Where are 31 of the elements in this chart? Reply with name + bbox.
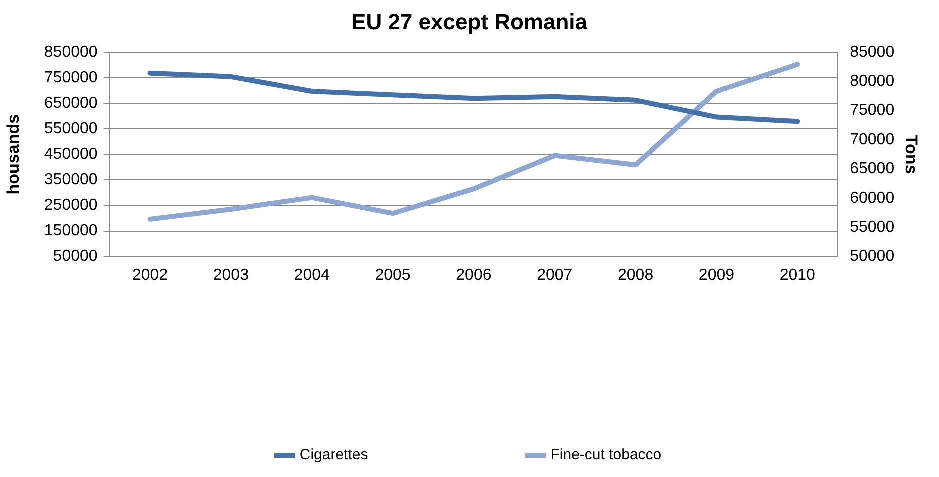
y2-tick-label: 70000	[850, 131, 895, 148]
x-tick-label: 2005	[375, 266, 411, 284]
x-tick-label: 2006	[456, 266, 492, 284]
y-tick-label: 250000	[44, 197, 98, 214]
y-tick-label: 550000	[44, 120, 98, 138]
x-tick-label: 2010	[780, 266, 816, 284]
y2-tick-label: 60000	[850, 190, 895, 207]
x-tick-label: 2003	[213, 266, 250, 284]
x-tick-label: 2002	[132, 266, 168, 284]
legend-label: Fine-cut tobacco	[550, 446, 662, 464]
y2-tick-label: 80000	[850, 73, 895, 90]
legend-label: Cigarettes	[300, 446, 368, 464]
y-axis-title: housands	[4, 114, 23, 195]
chart-title: EU 27 except Romania	[352, 9, 588, 34]
x-tick-label: 2008	[618, 266, 654, 284]
y2-tick-label: 65000	[850, 160, 895, 178]
y2-tick-label: 55000	[850, 219, 895, 236]
y-tick-label: 650000	[44, 94, 98, 112]
x-tick-label: 2004	[294, 266, 330, 284]
x-tick-label: 2009	[698, 266, 735, 284]
y2-axis-title: Tons	[902, 134, 922, 174]
y-tick-label: 350000	[44, 172, 98, 189]
y2-tick-label: 50000	[850, 248, 895, 266]
y-tick-label: 150000	[44, 222, 98, 240]
y-tick-label: 750000	[44, 69, 98, 86]
y-tick-label: 450000	[44, 146, 98, 164]
y-tick-label: 50000	[53, 248, 98, 266]
x-tick-label: 2007	[537, 266, 573, 284]
y2-tick-label: 75000	[850, 102, 895, 120]
y2-tick-label: 85000	[850, 44, 895, 61]
y-tick-label: 850000	[44, 44, 98, 61]
